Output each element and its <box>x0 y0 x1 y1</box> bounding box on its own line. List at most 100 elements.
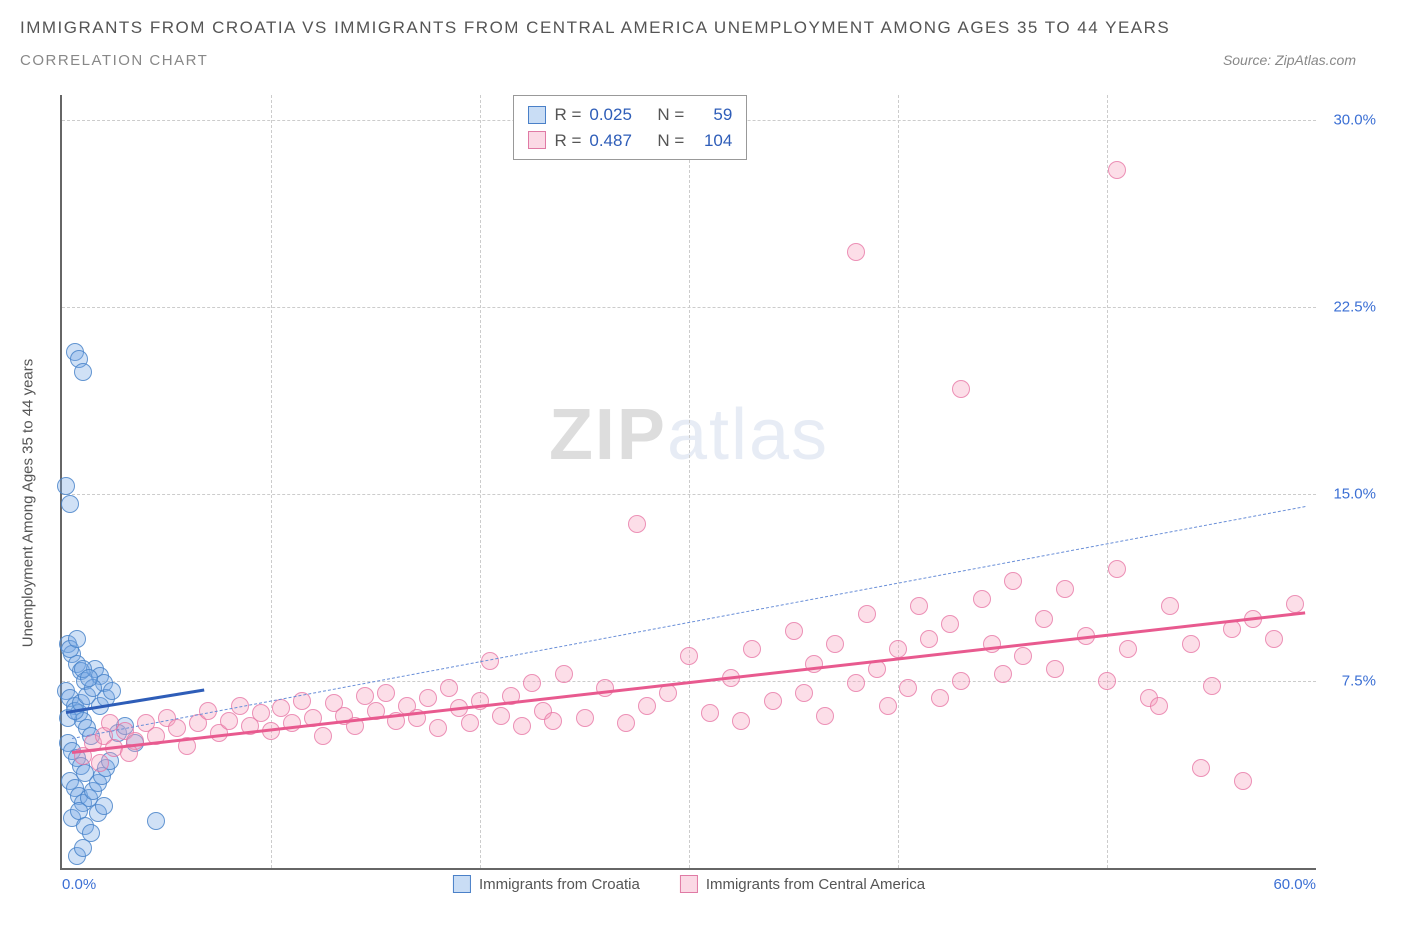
legend-item: Immigrants from Central America <box>680 875 925 893</box>
data-point <box>617 714 635 732</box>
data-point <box>95 797 113 815</box>
data-point <box>858 605 876 623</box>
data-point <box>576 709 594 727</box>
data-point <box>816 707 834 725</box>
data-point <box>429 719 447 737</box>
data-point <box>973 590 991 608</box>
data-point <box>523 674 541 692</box>
data-point <box>314 727 332 745</box>
data-point <box>920 630 938 648</box>
data-point <box>513 717 531 735</box>
y-tick-label: 7.5% <box>1342 672 1376 689</box>
data-point <box>879 697 897 715</box>
data-point <box>168 719 186 737</box>
data-point <box>1119 640 1137 658</box>
data-point <box>57 477 75 495</box>
data-point <box>1286 595 1304 613</box>
data-point <box>847 243 865 261</box>
legend-swatch <box>453 875 471 893</box>
data-point <box>1108 560 1126 578</box>
data-point <box>80 669 98 687</box>
data-point <box>785 622 803 640</box>
data-point <box>1056 580 1074 598</box>
n-value: 104 <box>692 128 732 154</box>
data-point <box>638 697 656 715</box>
y-axis-title: Unemployment Among Ages 35 to 44 years <box>20 358 37 647</box>
data-point <box>952 380 970 398</box>
data-point <box>952 672 970 690</box>
data-point <box>1203 677 1221 695</box>
data-point <box>899 679 917 697</box>
gridline-v <box>689 95 690 868</box>
data-point <box>1098 672 1116 690</box>
r-label: R = <box>554 128 581 154</box>
data-point <box>61 495 79 513</box>
legend-item: Immigrants from Croatia <box>453 875 640 893</box>
y-tick-label: 15.0% <box>1333 485 1376 502</box>
stats-row: R = 0.487 N = 104 <box>528 128 732 154</box>
data-point <box>1004 572 1022 590</box>
data-point <box>74 363 92 381</box>
gridline-v <box>1107 95 1108 868</box>
data-point <box>889 640 907 658</box>
x-tick-label: 60.0% <box>1273 876 1316 893</box>
gridline-v <box>480 95 481 868</box>
data-point <box>1192 759 1210 777</box>
data-point <box>910 597 928 615</box>
data-point <box>103 682 121 700</box>
data-point <box>680 647 698 665</box>
chart-title: IMMIGRANTS FROM CROATIA VS IMMIGRANTS FR… <box>20 18 1386 38</box>
r-value: 0.025 <box>589 102 649 128</box>
n-label: N = <box>657 102 684 128</box>
data-point <box>68 630 86 648</box>
r-value: 0.487 <box>589 128 649 154</box>
data-point <box>596 679 614 697</box>
data-point <box>377 684 395 702</box>
data-point <box>555 665 573 683</box>
data-point <box>1150 697 1168 715</box>
data-point <box>220 712 238 730</box>
data-point <box>1234 772 1252 790</box>
legend-swatch <box>680 875 698 893</box>
series-swatch <box>528 106 546 124</box>
legend-label: Immigrants from Central America <box>706 876 925 893</box>
r-label: R = <box>554 102 581 128</box>
data-point <box>252 704 270 722</box>
data-point <box>492 707 510 725</box>
data-point <box>1182 635 1200 653</box>
data-point <box>764 692 782 710</box>
legend-label: Immigrants from Croatia <box>479 876 640 893</box>
data-point <box>91 754 109 772</box>
bottom-legend: Immigrants from Croatia Immigrants from C… <box>453 875 925 893</box>
chart-subtitle: CORRELATION CHART <box>20 52 208 69</box>
data-point <box>1014 647 1032 665</box>
stats-legend: R =0.025N =59R =0.487N =104 <box>513 95 747 160</box>
data-point <box>743 640 761 658</box>
data-point <box>732 712 750 730</box>
data-point <box>440 679 458 697</box>
data-point <box>826 635 844 653</box>
x-tick-label: 0.0% <box>62 876 96 893</box>
series-swatch <box>528 131 546 149</box>
data-point <box>795 684 813 702</box>
data-point <box>461 714 479 732</box>
data-point <box>74 839 92 857</box>
source-attribution: Source: ZipAtlas.com <box>1223 52 1386 68</box>
y-tick-label: 22.5% <box>1333 298 1376 315</box>
chart-container: Unemployment Among Ages 35 to 44 years Z… <box>20 95 1386 910</box>
gridline-v <box>271 95 272 868</box>
y-tick-label: 30.0% <box>1333 111 1376 128</box>
data-point <box>544 712 562 730</box>
data-point <box>1046 660 1064 678</box>
data-point <box>847 674 865 692</box>
data-point <box>147 812 165 830</box>
data-point <box>1035 610 1053 628</box>
data-point <box>701 704 719 722</box>
stats-row: R =0.025N =59 <box>528 102 732 128</box>
data-point <box>941 615 959 633</box>
n-label: N = <box>657 128 684 154</box>
gridline-v <box>898 95 899 868</box>
data-point <box>931 689 949 707</box>
data-point <box>628 515 646 533</box>
data-point <box>1161 597 1179 615</box>
